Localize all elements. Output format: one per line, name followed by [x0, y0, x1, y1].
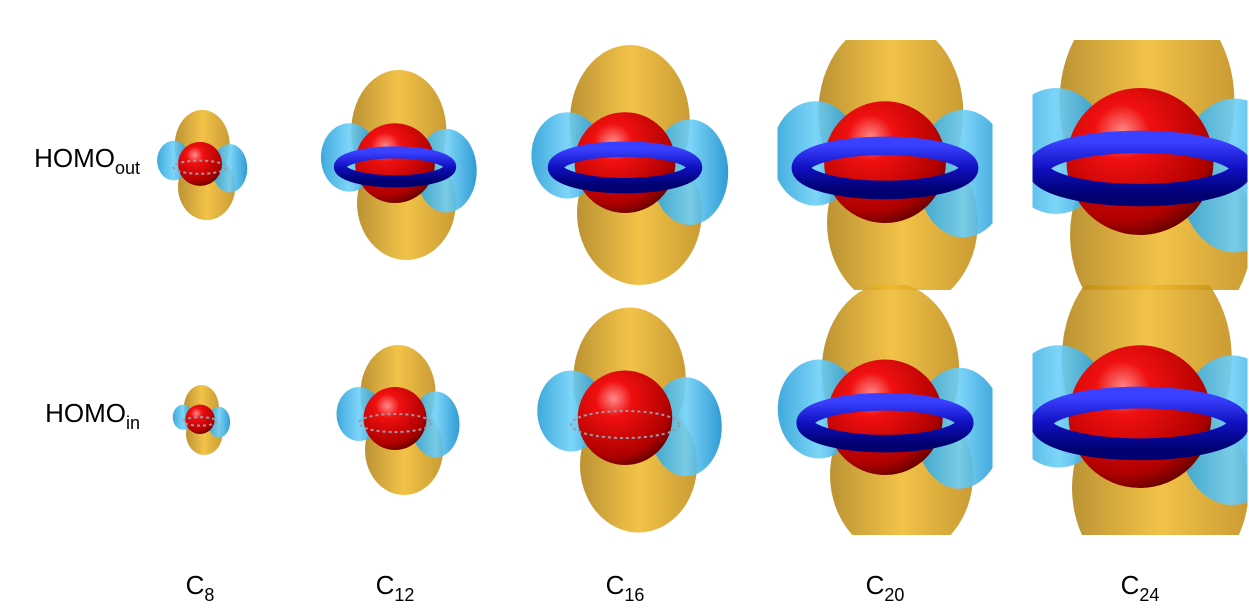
- label: C8: [186, 570, 215, 605]
- label: HOMOin: [45, 398, 140, 433]
- orbital: [173, 385, 230, 455]
- label-subscript: in: [126, 413, 140, 433]
- red-lobe: [1069, 345, 1212, 488]
- label-base: HOMO: [34, 143, 115, 173]
- label-base: C: [866, 570, 885, 600]
- orbital: [531, 45, 728, 285]
- orbital: [778, 283, 1004, 558]
- figure: HOMOoutHOMOinC8C12C16C20C24: [0, 0, 1249, 609]
- red-lobe: [1067, 88, 1214, 235]
- label-subscript: 16: [624, 585, 644, 605]
- label-base: C: [606, 570, 625, 600]
- label: C20: [866, 570, 905, 605]
- label: C24: [1121, 570, 1160, 605]
- red-lobe: [578, 371, 673, 466]
- label: HOMOout: [34, 143, 140, 178]
- label-base: C: [186, 570, 205, 600]
- label-subscript: 24: [1139, 585, 1159, 605]
- red-lobe: [827, 360, 943, 476]
- orbital: [1007, 250, 1249, 590]
- label-subscript: 8: [204, 585, 214, 605]
- red-lobe: [178, 142, 222, 186]
- orbital: [321, 70, 477, 260]
- orbital: [157, 110, 247, 220]
- label-subscript: 12: [394, 585, 414, 605]
- red-lobe: [364, 387, 427, 450]
- label-subscript: 20: [884, 585, 904, 605]
- label: C16: [606, 570, 645, 605]
- label: C12: [376, 570, 415, 605]
- orbital: [337, 345, 460, 495]
- red-lobe: [824, 101, 946, 223]
- orbital: [537, 308, 722, 533]
- red-lobe: [575, 112, 676, 213]
- red-lobe: [355, 123, 435, 203]
- orbital-renderings: [157, 0, 1249, 590]
- red-lobe: [185, 405, 214, 434]
- label-subscript: out: [115, 158, 140, 178]
- label-base: C: [376, 570, 395, 600]
- label-base: C: [1121, 570, 1140, 600]
- orbital: [772, 20, 1010, 310]
- label-base: HOMO: [45, 398, 126, 428]
